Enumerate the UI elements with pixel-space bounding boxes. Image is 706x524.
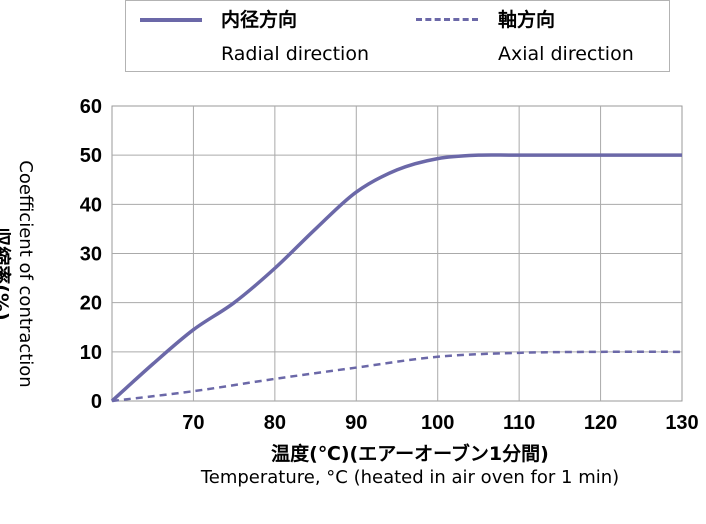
x-tick-label-80: 80 [264,412,286,434]
legend-axial-label-en: Axial direction [498,43,634,65]
x-axis-label-en: Temperature, °C (heated in air oven for … [200,467,620,488]
legend-axial-label-ja: 軸方向 [498,9,556,31]
y-axis-label-ja: 収縮率(%) [0,227,12,321]
y-tick-label-40: 40 [80,194,102,216]
y-tick-label-20: 20 [80,293,102,315]
legend-axial-swatch [416,18,478,21]
x-tick-label-70: 70 [182,412,204,434]
legend-radial-swatch [140,18,202,22]
y-tick-label-30: 30 [80,244,102,266]
legend-radial-label-ja: 内径方向 [221,9,298,31]
series-line-axial [111,350,683,403]
legend-radial-label-en: Radial direction [221,43,369,65]
x-tick-label-130: 130 [665,412,698,434]
series-lines [110,153,683,403]
series-line-radial [110,153,682,403]
x-tick-label-90: 90 [345,412,367,434]
y-tick-label-50: 50 [80,145,102,167]
x-tick-label-100: 100 [421,412,454,434]
x-axis-label-ja: 温度(℃)(エアーオーブン1分間) [271,443,549,465]
chart: 0 10 20 30 40 50 60 70 80 90 100 110 120 130 [80,96,699,434]
y-tick-label-0: 0 [91,391,102,413]
y-axis-label-en: Coefficient of contraction [15,160,36,388]
x-tick-label-110: 110 [503,412,535,434]
y-tick-label-10: 10 [80,342,102,364]
tick-labels: 0 10 20 30 40 50 60 70 80 90 100 110 120 130 [80,96,699,434]
y-tick-label-60: 60 [80,96,102,118]
legend: 内径方向 Radial direction 軸方向 Axial directio… [125,0,670,72]
grid [111,105,683,402]
x-tick-label-120: 120 [584,412,617,434]
